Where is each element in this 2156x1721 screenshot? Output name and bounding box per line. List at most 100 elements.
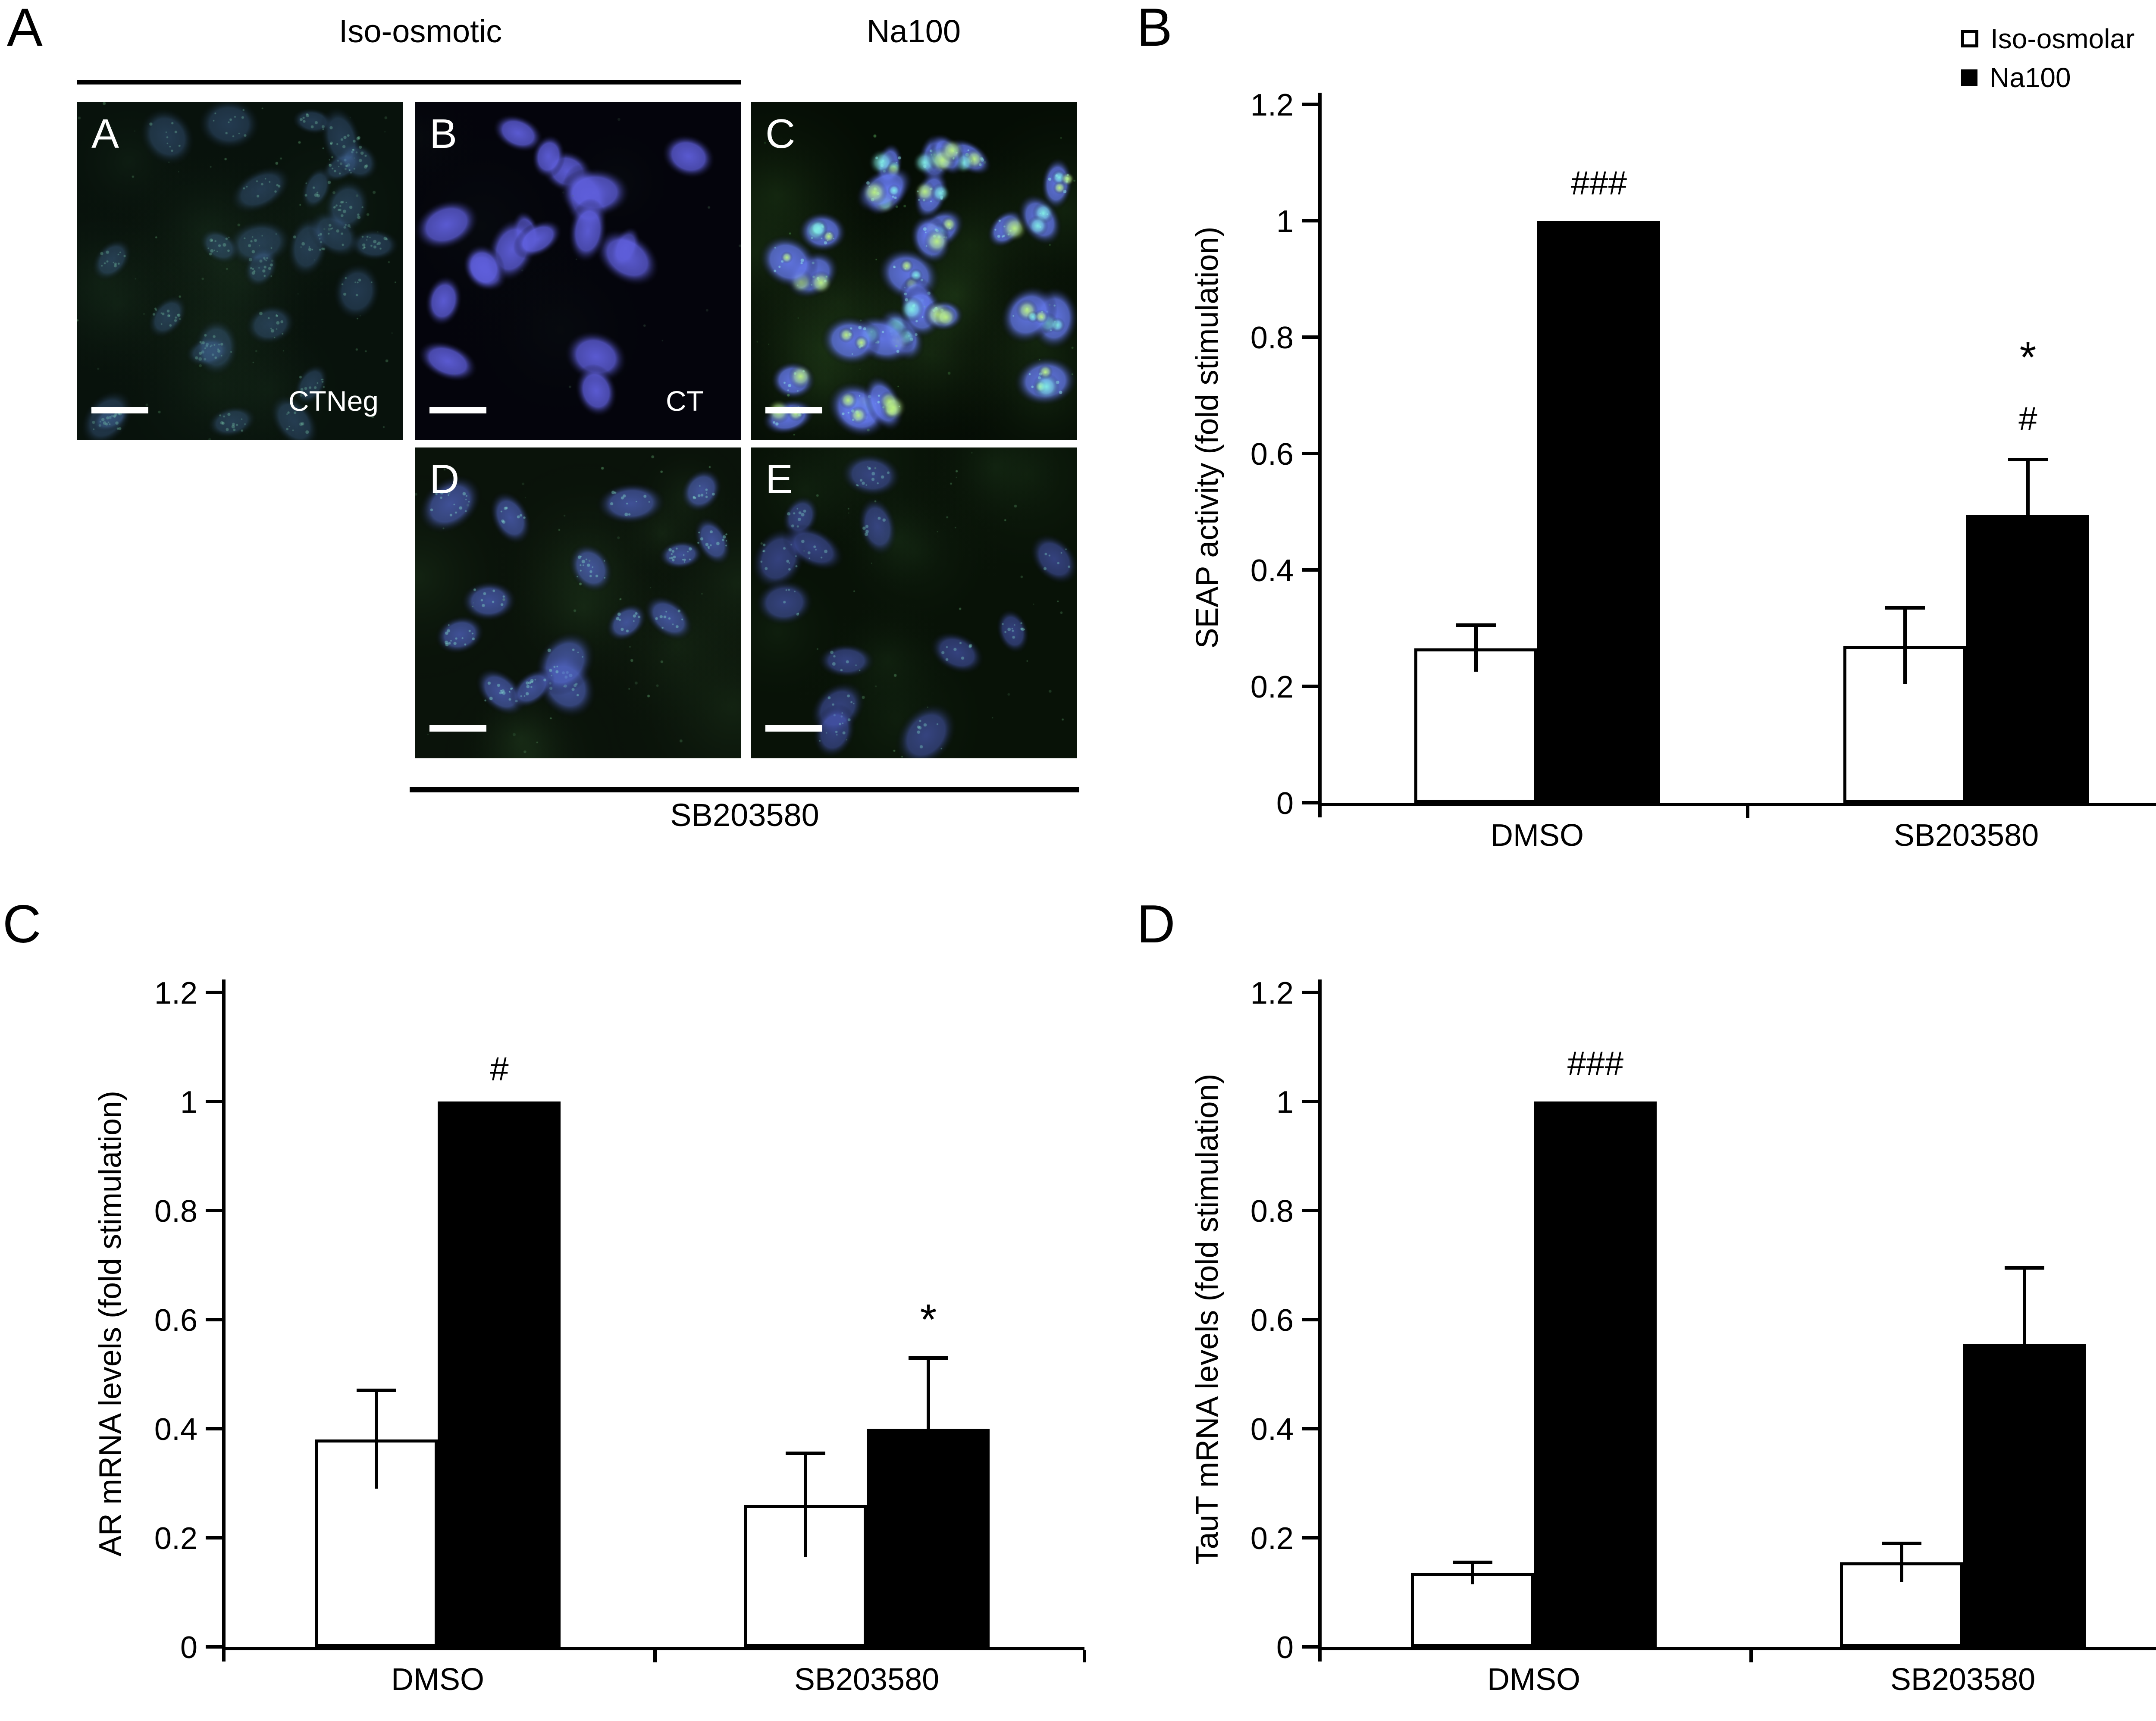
C-y-axis-tick-6 [206, 991, 222, 994]
micrograph-letter: B [429, 111, 458, 157]
C-x-axis-tick-0 [653, 1650, 657, 1662]
C-error-bar-cap [357, 1389, 396, 1392]
B-y-axis-tick-5 [1302, 219, 1318, 222]
B-y-axis-tick-6 [1302, 103, 1318, 106]
B-y-axis-tick-1 [1302, 685, 1318, 688]
D-y-tick-label-4: 0.8 [1250, 1194, 1294, 1229]
legend-label: Iso-osmolar [1990, 23, 2135, 54]
C-y-tick-label-3: 0.6 [154, 1303, 197, 1338]
D-y-axis-tick-2 [1302, 1427, 1318, 1430]
C-y-tick-label-6: 1.2 [154, 976, 197, 1011]
header-na100: Na100 [866, 13, 961, 49]
B-y-axis-tick-0 [1302, 801, 1318, 804]
micrograph-e-sb203580: E [751, 447, 1077, 758]
D-y-axis-tick-4 [1302, 1209, 1318, 1212]
scale-bar [429, 725, 486, 732]
D-y-axis-tick-0 [1302, 1645, 1318, 1649]
B-y-axis-tick-3 [1302, 452, 1318, 455]
D-error-bar-cap [1453, 1561, 1492, 1564]
C-y-tick-label-1: 0.2 [154, 1521, 197, 1556]
C-y-axis-tick-0 [206, 1645, 222, 1649]
C-y-axis-tick-2 [206, 1427, 222, 1430]
scale-bar [429, 407, 486, 413]
B-error-bar-cap [2008, 458, 2048, 461]
D-bar-na100-dmso [1534, 1101, 1657, 1647]
x-label-dmso: DMSO [391, 1662, 484, 1697]
D-y-tick-label-2: 0.4 [1250, 1412, 1294, 1447]
D-y-tick-label-1: 0.2 [1250, 1521, 1294, 1556]
x-label-sb203580: SB203580 [1890, 1662, 2036, 1697]
B-error-bar-line [2026, 460, 2030, 515]
header-iso-osmotic: Iso-osmotic [338, 13, 502, 49]
B-bar-na100-dmso [1537, 221, 1660, 803]
micrograph-e-image [751, 447, 1077, 758]
legend-label: Na100 [1990, 62, 2071, 93]
micrograph-b-ct: B CT [415, 102, 741, 440]
C-y-tick-label-5: 1 [180, 1085, 197, 1120]
micrograph-letter: E [765, 456, 793, 502]
micrograph-letter: C [765, 111, 796, 157]
B-significance-annotation-2: # [2018, 400, 2037, 438]
x-label-dmso: DMSO [1491, 818, 1584, 853]
open-square-swatch-icon [1961, 30, 1978, 47]
C-y-axis-line [222, 979, 226, 1662]
B-y-tick-label-1: 0.2 [1250, 670, 1294, 704]
C-y-tick-label-0: 0 [180, 1630, 197, 1665]
C-significance-annotation-0: # [490, 1050, 509, 1088]
D-y-tick-label-5: 1 [1276, 1085, 1294, 1120]
B-bar-na100-sb203580 [1966, 515, 2089, 803]
scale-bar [765, 407, 822, 413]
D-y-axis-tick-5 [1302, 1100, 1318, 1103]
iso-osmotic-underline [77, 80, 741, 84]
C-error-bar-cap [786, 1452, 825, 1455]
B-y-axis-line [1318, 93, 1322, 817]
B-significance-annotation-0: ### [1570, 164, 1627, 202]
B-error-bar-cap [1456, 623, 1496, 627]
C-y-axis-tick-1 [206, 1536, 222, 1540]
x-label-sb203580: SB203580 [1893, 818, 2039, 853]
panel-label-b: B [1137, 0, 1172, 57]
C-bar-na100-sb203580 [867, 1429, 990, 1647]
micrograph-d-image [415, 447, 741, 758]
C-error-bar-line [375, 1390, 378, 1489]
micrograph-c-image [751, 102, 1077, 440]
C-y-tick-label-2: 0.4 [154, 1412, 197, 1447]
B-significance-annotation-1: * [2019, 333, 2037, 382]
micrograph-a-image [77, 102, 403, 440]
B-y-tick-label-4: 0.8 [1250, 321, 1294, 355]
C-x-axis-tick-1 [1083, 1650, 1086, 1662]
D-error-bar-cap [1882, 1542, 1921, 1545]
C-y-axis-tick-3 [206, 1318, 222, 1321]
D-y-axis-tick-3 [1302, 1318, 1318, 1321]
scale-bar [91, 407, 148, 413]
B-error-bar-line [1474, 625, 1478, 672]
panel-label-d: D [1137, 895, 1175, 954]
micrograph-b-image [415, 102, 741, 440]
D-y-tick-label-6: 1.2 [1250, 976, 1294, 1011]
panel-label-a: A [7, 0, 43, 57]
B-y-tick-label-6: 1.2 [1250, 88, 1294, 122]
D-x-axis-tick-0 [1749, 1650, 1753, 1662]
B-x-axis-line [1318, 803, 2156, 806]
B-y-axis-tick-2 [1302, 568, 1318, 572]
C-y-axis-tick-4 [206, 1209, 222, 1212]
ct-label: CT [666, 385, 704, 417]
B-x-axis-tick-0 [1746, 806, 1749, 818]
x-label-dmso: DMSO [1487, 1662, 1580, 1697]
panel-label-c: C [3, 895, 41, 954]
B-bar-isoosmolar-dmso [1414, 648, 1537, 803]
B-y-tick-label-0: 0 [1276, 786, 1294, 821]
C-significance-annotation-1: * [920, 1295, 937, 1344]
D-bar-na100-sb203580 [1963, 1344, 2086, 1647]
D-significance-annotation-0: ### [1567, 1044, 1624, 1082]
C-x-axis-line [222, 1647, 1084, 1650]
D-x-axis-line [1318, 1647, 2156, 1650]
micrograph-letter: A [91, 111, 119, 157]
C-error-bar-line [927, 1358, 930, 1429]
micrograph-c-na100: C [751, 102, 1077, 440]
B-y-tick-label-3: 0.6 [1250, 437, 1294, 472]
C-y-tick-label-4: 0.8 [154, 1194, 197, 1229]
filled-square-swatch-icon [1961, 69, 1977, 86]
D-error-bar-line [1471, 1562, 1474, 1584]
